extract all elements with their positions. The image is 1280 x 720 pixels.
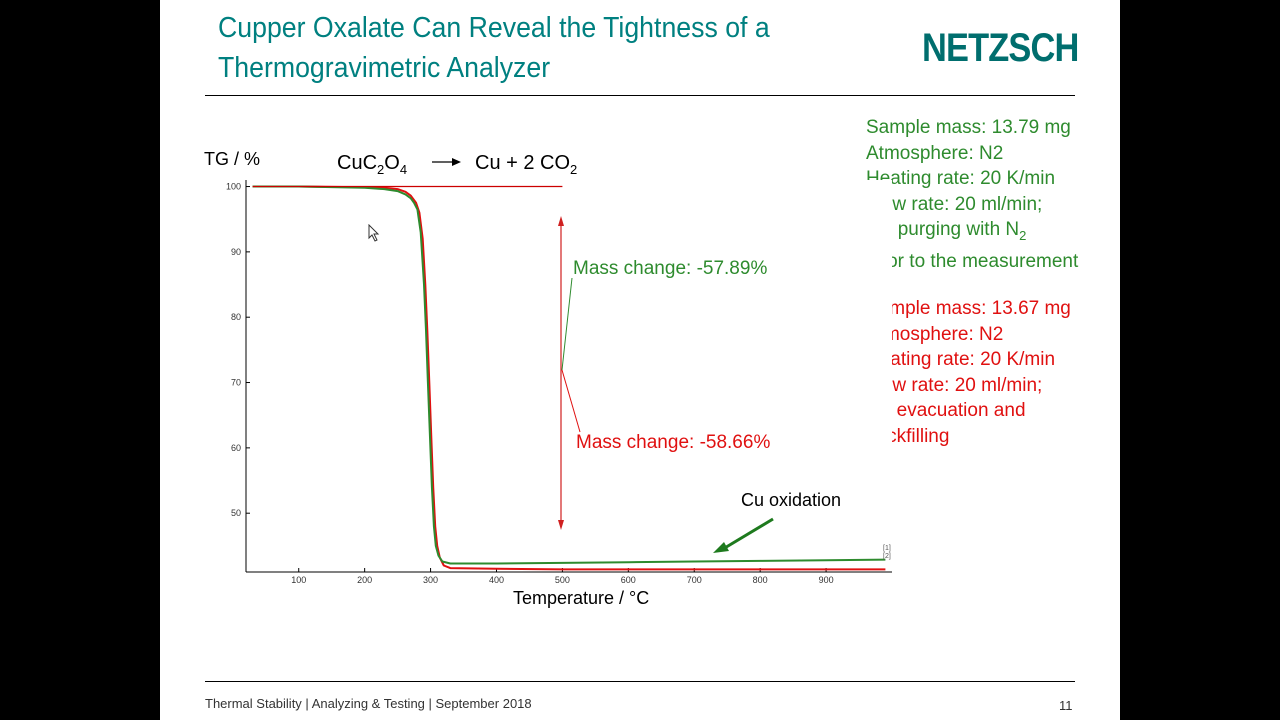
series-line-green — [252, 185, 886, 565]
equation-sub-3: 2 — [570, 162, 577, 177]
slide: Cupper Oxalate Can Reveal the Tightness … — [160, 0, 1120, 720]
cu-oxidation-label: Cu oxidation — [741, 490, 841, 510]
series-line-red — [252, 185, 886, 571]
bracket-top-arrow — [558, 216, 564, 226]
svg-text:Cu + 2 CO2: Cu + 2 CO2 — [475, 152, 577, 177]
tg-chart: 100 200 300 400 500 600 700 800 900 50 60 70 80 90 10… — [204, 149, 892, 608]
green-purging: 1 h purging with N2 — [866, 219, 1027, 244]
reaction-equation: CuC2O4 Cu + 2 CO2 — [337, 152, 577, 177]
equation-sub-2: 4 — [400, 162, 407, 177]
cu-oxidation-arrow — [722, 517, 774, 551]
x-tick-label: 700 — [687, 575, 702, 585]
reaction-arrow-head — [452, 158, 461, 166]
green-heating-rate: Heating rate: 20 K/min — [866, 168, 1056, 190]
x-tick-label: 100 — [291, 575, 306, 585]
x-tick-label: 600 — [621, 575, 636, 585]
svg-text:CuC2O4: CuC2O4 — [337, 152, 407, 177]
y-tick-label: 90 — [231, 247, 241, 257]
footer-divider — [205, 681, 1075, 682]
green-run-info: Sample mass: 13.79 mg Atmosphere: N2 Hea… — [866, 115, 1078, 274]
y-ticks: 50 60 70 80 90 100 — [226, 182, 250, 518]
red-leader-line — [561, 369, 581, 433]
page-number: 11 — [1059, 698, 1073, 713]
x-axis-label: Temperature / °C — [513, 588, 649, 608]
mass-change-red-label: Mass change: -58.66% — [576, 432, 770, 453]
y-tick-label: 80 — [231, 312, 241, 322]
green-leader-line — [561, 277, 573, 371]
y-tick-label: 60 — [231, 443, 241, 453]
mass-change-green-label: Mass change: -57.89% — [573, 258, 767, 279]
red-flow-rate: Flow rate: 20 ml/min; — [866, 374, 1043, 396]
cu-oxidation-arrow-head — [713, 542, 729, 553]
x-tick-label: 300 — [423, 575, 438, 585]
green-atmosphere: Atmosphere: N2 — [866, 142, 1004, 164]
green-sample-mass: Sample mass: 13.79 mg — [866, 117, 1071, 138]
x-tick-label: 200 — [357, 575, 372, 585]
curve-tag-1: [1] — [883, 545, 891, 552]
equation-sub-1: 2 — [377, 162, 384, 177]
equation-product: Cu + 2 CO — [475, 152, 570, 174]
x-tick-label: 800 — [753, 575, 768, 585]
red-heating-rate: Heating rate: 20 K/min — [866, 349, 1056, 371]
equation-reactant-b: O — [384, 152, 400, 174]
red-evacuation: 3 x evacuation and — [866, 400, 1026, 422]
mass-change-markers: Mass change: -57.89% Mass change: -58.66… — [252, 185, 770, 530]
title-line-2: Thermogravimetric Analyzer — [218, 52, 551, 84]
green-prior-note: prior to the measurement — [866, 250, 1079, 272]
plot-area — [246, 180, 892, 572]
slide-title: Cupper Oxalate Can Reveal the Tightness … — [218, 8, 788, 88]
equation-reactant-a: CuC — [337, 152, 377, 174]
header-divider — [205, 95, 1075, 96]
bracket-bottom-arrow — [558, 520, 564, 530]
x-tick-label: 900 — [819, 575, 834, 585]
title-line-1: Cupper Oxalate Can Reveal the Tightness … — [218, 12, 770, 44]
green-flow-rate: Flow rate: 20 ml/min; — [866, 193, 1043, 215]
red-sample-mass: Sample mass: 13.67 mg — [866, 298, 1071, 319]
red-atmosphere: Atmosphere: N2 — [866, 323, 1004, 345]
footer-text: Thermal Stability | Analyzing & Testing … — [205, 696, 532, 711]
mouse-cursor-icon — [368, 224, 380, 242]
y-tick-label: 50 — [231, 508, 241, 518]
curve-tag-2: [2] — [883, 553, 891, 560]
series-layer — [252, 185, 886, 571]
y-tick-label: 100 — [226, 182, 241, 192]
y-axis-label: TG / % — [204, 149, 260, 169]
x-tick-label: 500 — [555, 575, 570, 585]
netzsch-logo: NETZSCH — [922, 26, 1079, 70]
x-tick-label: 400 — [489, 575, 504, 585]
cu-oxidation-annotation: Cu oxidation — [713, 490, 841, 553]
y-tick-label: 70 — [231, 378, 241, 388]
red-run-info: Sample mass: 13.67 mg Atmosphere: N2 Hea… — [866, 296, 1071, 450]
